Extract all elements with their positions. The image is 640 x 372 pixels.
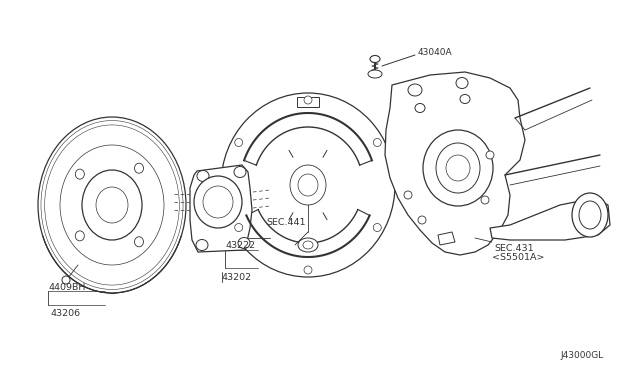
Polygon shape [490,198,610,240]
Text: 43040A: 43040A [418,48,452,57]
Ellipse shape [423,130,493,206]
Text: 43222: 43222 [226,241,256,250]
Ellipse shape [436,143,480,193]
Ellipse shape [197,170,209,182]
Text: 43206: 43206 [50,310,80,318]
Ellipse shape [370,55,380,62]
Ellipse shape [418,216,426,224]
Ellipse shape [446,155,470,181]
Text: J43000GL: J43000GL [560,350,604,359]
Ellipse shape [486,151,494,159]
Ellipse shape [304,96,312,104]
Text: 43202: 43202 [222,273,252,282]
Ellipse shape [415,103,425,112]
Ellipse shape [235,138,243,147]
Text: SEC.441: SEC.441 [266,218,305,227]
Ellipse shape [298,174,318,196]
Polygon shape [385,72,525,255]
Ellipse shape [62,276,70,284]
Ellipse shape [134,237,143,247]
Polygon shape [297,97,319,107]
Ellipse shape [76,169,84,179]
Ellipse shape [96,187,128,223]
Ellipse shape [408,84,422,96]
Ellipse shape [38,117,186,293]
Text: <S5501A>: <S5501A> [492,253,545,263]
Text: 4409BH: 4409BH [48,282,85,292]
Ellipse shape [373,224,381,231]
Ellipse shape [221,93,395,277]
Ellipse shape [373,138,381,147]
Ellipse shape [290,165,326,205]
Ellipse shape [234,167,246,177]
Polygon shape [438,232,455,245]
Ellipse shape [572,193,608,237]
Ellipse shape [404,191,412,199]
Ellipse shape [481,196,489,204]
Ellipse shape [196,240,208,250]
Ellipse shape [456,77,468,89]
Ellipse shape [194,176,242,228]
Ellipse shape [298,238,318,252]
Ellipse shape [368,70,382,78]
Ellipse shape [304,266,312,274]
Ellipse shape [238,237,250,248]
Polygon shape [190,165,252,252]
Ellipse shape [460,94,470,103]
Ellipse shape [134,163,143,173]
Ellipse shape [76,231,84,241]
Ellipse shape [303,241,313,249]
Ellipse shape [203,186,233,218]
Ellipse shape [82,170,142,240]
Ellipse shape [579,201,601,229]
Ellipse shape [235,224,243,231]
Text: SEC.431: SEC.431 [494,244,534,253]
Ellipse shape [60,145,164,265]
